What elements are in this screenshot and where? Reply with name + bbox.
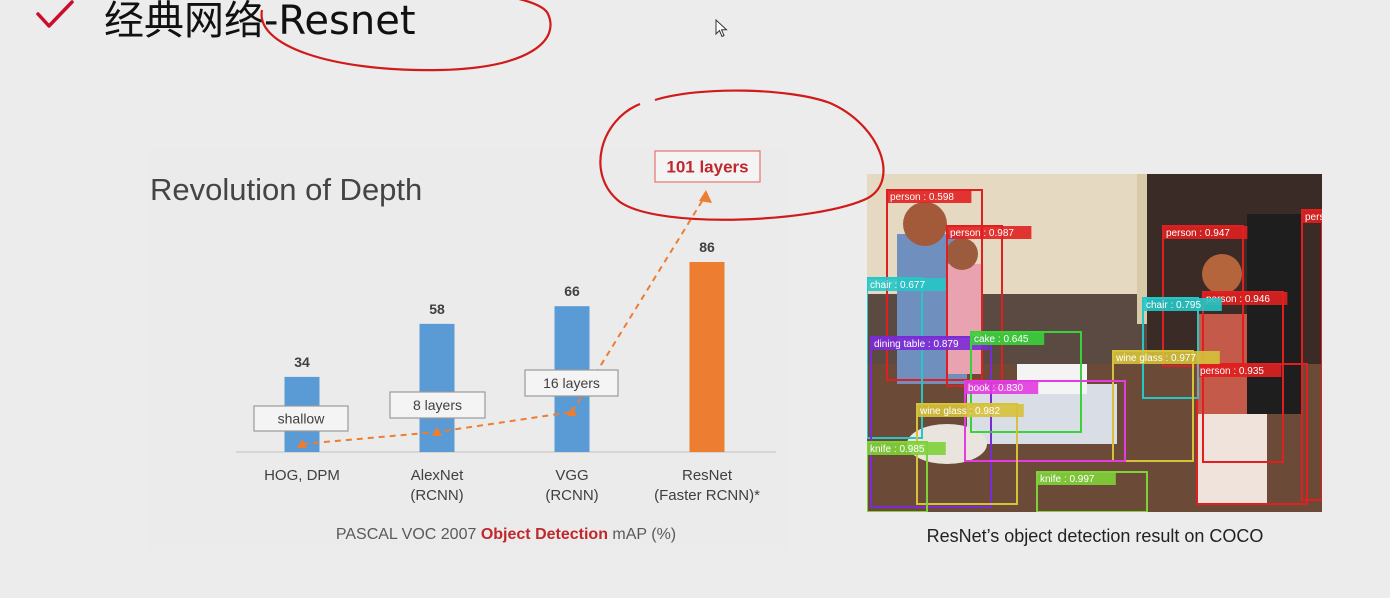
detection-label-13: knife : 0.985 [870,444,925,455]
trend-marker-0 [297,439,307,448]
detection-label-bg-4 [1203,292,1288,305]
detection-label-0: person : 0.598 [890,192,954,203]
detection-label-bg-1 [947,226,1032,239]
caption-suffix: mAP (%) [608,526,676,543]
layer-box-1 [389,391,486,419]
category-label-2-1: (RCNN) [545,487,598,504]
caption-highlight: Object Detection [481,526,608,543]
bar-value-label-0: 34 [294,354,310,370]
category-label-1-1: (RCNN) [410,487,463,504]
check-icon [36,0,74,28]
detection-label-bg-10 [1113,351,1220,364]
detection-label-bg-3 [1302,210,1322,223]
detection-label-2: person : 0.947 [1166,228,1230,239]
mouse-cursor-icon [715,19,728,38]
detection-label-8: dining table : 0.879 [874,339,959,350]
layer-label-2: 16 layers [543,375,600,391]
detection-label-14: knife : 0.997 [1040,474,1095,485]
layer-label-3: 101 layers [666,158,748,177]
detection-label-5: person : 0.935 [1200,366,1264,377]
coco-caption: ResNet’s object detection result on COCO [926,526,1264,546]
detection-label-bg-8 [871,337,989,350]
detection-label-bg-13 [867,442,946,455]
chart-caption: PASCAL VOC 2007 Object Detection mAP (%) [336,526,676,543]
bar-value-label-3: 86 [699,239,715,255]
detection-label-9: cake : 0.645 [974,334,1029,345]
layer-box-2 [524,369,619,397]
category-label-2-0: VGG [555,467,588,484]
trend-marker-1 [432,427,442,436]
bar-value-label-1: 58 [429,301,445,317]
category-label-3-0: ResNet [682,467,733,484]
layer-label-0: shallow [278,411,326,427]
category-label-0-0: HOG, DPM [264,467,340,484]
bar-value-label-2: 66 [564,283,580,299]
detection-label-7: chair : 0.795 [1146,300,1201,311]
trend-marker-2 [567,407,577,416]
detection-label-3: person [1305,212,1322,223]
detection-label-11: book : 0.830 [968,383,1023,394]
bars-group [284,262,725,452]
coco-detection-image: person : 0.598 person : 0.987 person : 0.9… [867,174,1322,512]
detection-label-bg-2 [1163,226,1248,239]
category-labels-group: HOG, DPM AlexNet (RCNN) VGG (RCNN) ResNet (Fas… [264,467,760,504]
trend-line-high [571,197,705,413]
detection-label-bg-11 [965,381,1039,394]
detection-label-12: wine glass : 0.982 [919,406,1000,417]
chart-title: Revolution of Depth [150,172,422,207]
trend-arrowhead [699,190,712,203]
detection-label-bg-9 [971,332,1045,345]
caption-prefix: PASCAL VOC 2007 [336,526,481,543]
detection-label-10: wine glass : 0.977 [1115,353,1196,364]
layer-label-1: 8 layers [413,397,462,413]
detection-label-bg-7 [1143,298,1222,311]
detection-box-11 [964,380,1126,462]
detection-label-6: chair : 0.677 [870,280,925,291]
detection-label-4: person : 0.946 [1206,294,1270,305]
value-labels-group: 34 58 66 86 [294,239,715,370]
layer-box-0 [253,405,349,432]
detection-label-bg-12 [917,404,1024,417]
detection-label-bg-6 [867,278,946,291]
detection-label-bg-5 [1197,364,1282,377]
category-label-3-1: (Faster RCNN)* [654,487,760,504]
detection-label-bg-14 [1037,472,1116,485]
detection-label-bg-0 [887,190,972,203]
bar-3 [689,262,725,452]
detection-label-1: person : 0.987 [950,228,1014,239]
category-label-1-0: AlexNet [411,467,464,484]
